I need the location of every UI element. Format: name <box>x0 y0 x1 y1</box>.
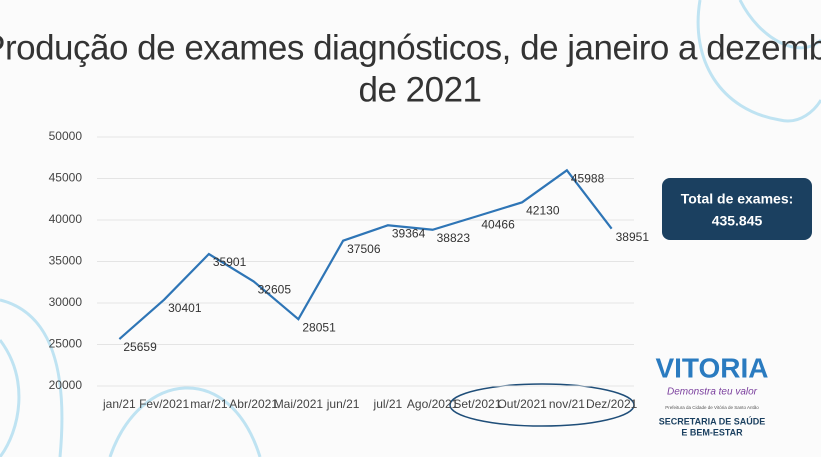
x-tick-label: Set/2021 <box>453 397 501 411</box>
logo: VITORIA Demonstra teu valor Prefeitura d… <box>655 352 768 437</box>
value-label: 35901 <box>213 255 247 269</box>
value-label: 39364 <box>392 226 426 240</box>
total-value: 435.845 <box>712 213 763 229</box>
value-label: 25659 <box>123 340 157 354</box>
y-tick-label: 40000 <box>49 212 83 226</box>
x-tick-label: Dez/2021 <box>586 397 638 411</box>
logo-city: Prefeitura da Cidade de Vitória de Santo… <box>665 405 759 410</box>
value-label: 38823 <box>437 231 471 245</box>
logo-slogan: Demonstra teu valor <box>667 387 758 398</box>
x-tick-label: Mai/2021 <box>274 397 324 411</box>
total-box <box>662 178 812 240</box>
x-tick-label: mar/21 <box>190 397 228 411</box>
x-tick-label: nov/21 <box>549 397 585 411</box>
x-tick-label: Ago/2021 <box>407 397 459 411</box>
logo-dept: E BEM-ESTAR <box>681 427 743 437</box>
x-tick-label: jul/21 <box>373 397 403 411</box>
line-series <box>118 168 613 340</box>
logo-name: VITORIA <box>655 352 768 383</box>
x-tick-label: Out/2021 <box>497 397 547 411</box>
value-label: 30401 <box>168 301 202 315</box>
value-label: 42130 <box>526 203 560 217</box>
x-tick-label: Abr/2021 <box>229 397 278 411</box>
value-label: 37506 <box>347 242 381 256</box>
y-tick-label: 45000 <box>49 171 83 185</box>
value-label: 40466 <box>481 217 515 231</box>
total-label: Total de exames: <box>681 191 794 207</box>
highlight-ellipse <box>449 383 635 427</box>
chart-title: Produção de exames diagnósticos, de jane… <box>0 28 821 67</box>
logo-dept: SECRETARIA DE SAÚDE <box>659 415 766 426</box>
x-tick-label: jan/21 <box>102 397 136 411</box>
value-label: 38951 <box>616 230 650 244</box>
x-tick-label: jun/21 <box>326 397 360 411</box>
x-tick-label: Fev/2021 <box>139 397 189 411</box>
value-label: 28051 <box>302 320 336 334</box>
y-tick-label: 20000 <box>49 378 83 392</box>
y-tick-label: 35000 <box>49 254 83 268</box>
y-tick-label: 25000 <box>49 337 83 351</box>
y-tick-label: 30000 <box>49 295 83 309</box>
chart-subtitle: de 2021 <box>358 70 481 109</box>
y-tick-label: 50000 <box>49 129 83 143</box>
value-label: 45988 <box>571 171 605 185</box>
value-label: 32605 <box>258 283 292 297</box>
